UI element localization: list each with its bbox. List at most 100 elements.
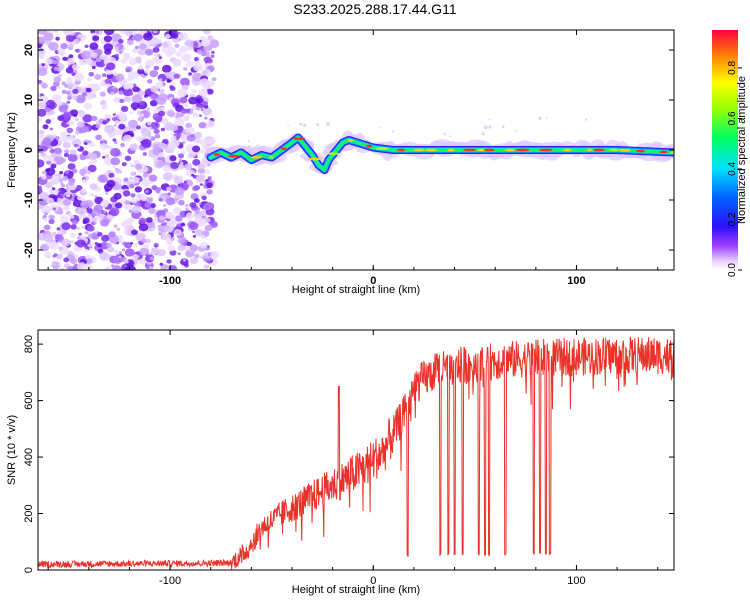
noise-blob [130,102,140,110]
noise-blob [76,195,83,201]
noise-dot [287,124,289,127]
noise-blob [38,30,48,35]
noise-blob [183,56,190,62]
noise-blob [67,265,75,270]
noise-blob [82,217,90,224]
noise-blob [190,257,198,265]
noise-blob [101,104,108,110]
noise-blob [115,169,121,174]
trace-hotspot [447,148,455,152]
noise-blob [128,58,137,66]
noise-blob [104,48,112,55]
noise-blob [193,131,203,139]
trace-hotspot [308,157,322,161]
noise-blob [63,152,69,158]
noise-blob [108,132,115,138]
noise-blob [90,30,96,34]
noise-blob [171,33,179,39]
noise-blob [108,172,115,178]
noise-blob [53,253,58,257]
noise-blob [70,258,78,265]
noise-blob [114,46,120,50]
noise-blob [170,135,177,141]
noise-blob [177,163,185,171]
noise-blob [174,43,180,49]
noise-blob [87,225,95,232]
noise-blob [206,245,210,248]
noise-blob [192,235,196,238]
noise-blob [49,241,60,250]
noise-blob [76,207,86,215]
trace-hotspot [366,144,373,148]
noise-blob [205,52,211,57]
noise-blob [174,117,185,126]
noise-blob [81,92,87,97]
noise-blob [82,150,89,156]
trace-hotspot [484,148,495,152]
noise-blob [177,252,181,255]
noise-blob [115,250,121,255]
noise-blob [158,78,163,82]
noise-blob [201,107,213,116]
noise-blob [123,134,132,142]
noise-blob [192,72,203,82]
noise-blob [39,129,45,134]
noise-blob [178,175,183,179]
noise-blob [55,136,60,140]
noise-blob [85,90,97,99]
noise-blob [188,222,199,230]
noise-blob [194,253,200,259]
noise-blob [48,187,59,196]
noise-blob [138,217,147,225]
noise-blob [57,73,62,77]
noise-blob [131,49,136,53]
trace-hotspot [636,149,646,153]
noise-blob [44,181,53,189]
noise-blob [199,149,205,154]
noise-blob [99,91,106,97]
noise-blob [124,260,129,264]
noise-blob [160,264,170,270]
noise-blob [104,30,115,36]
noise-blob [74,73,85,82]
noise-blob [69,240,74,244]
noise-blob [192,145,201,153]
noise-blob [161,118,168,125]
noise-blob [49,215,55,220]
noise-blob [206,120,215,128]
noise-blob [59,171,63,175]
noise-blob [185,115,190,119]
noise-blob [115,73,125,82]
noise-blob [198,122,207,129]
noise-blob [43,251,52,258]
noise-blob [61,89,67,94]
noise-dot [637,141,640,144]
noise-blob [133,33,143,42]
noise-blob [65,67,74,74]
noise-blob [169,155,177,162]
noise-blob [51,117,55,121]
trace-hotspot [327,152,340,156]
noise-dot [488,125,492,129]
noise-blob [38,159,45,168]
noise-blob [67,163,76,170]
noise-blob [87,164,97,173]
spectrogram-ytick-label: 20 [23,44,35,56]
noise-blob [106,83,111,87]
noise-blob [92,35,100,41]
noise-blob [190,193,199,200]
snr-xtick-label: -100 [159,575,181,587]
noise-blob [195,217,207,227]
noise-blob [196,49,204,55]
noise-blob [41,145,48,152]
noise-blob [104,78,112,85]
noise-dot [443,133,446,136]
noise-blob [162,172,173,181]
noise-blob [57,47,66,55]
trace-hotspot [477,148,485,152]
noise-blob [70,232,76,238]
noise-blob [106,62,116,71]
noise-blob [206,88,214,95]
noise-blob [111,33,122,42]
noise-blob [71,168,78,174]
